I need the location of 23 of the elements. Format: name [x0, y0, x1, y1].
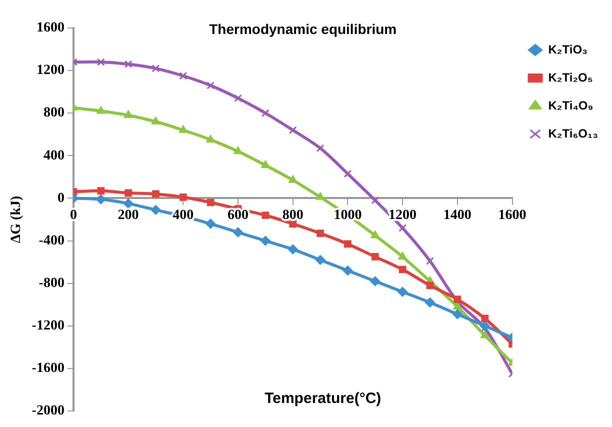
x-tick-label: 600: [228, 208, 249, 223]
y-tick-label: -1600: [32, 361, 64, 376]
legend-label: K₂TiO₃: [548, 42, 588, 56]
chart-title: Thermodynamic equilibrium: [209, 21, 397, 37]
y-tick-label: 0: [57, 190, 64, 206]
x-tick-label: 1400: [443, 208, 472, 223]
x-tick-label: 0: [70, 208, 77, 223]
x-tick-label: 800: [282, 208, 304, 223]
y-tick-label: -1200: [32, 318, 64, 334]
y-tick-label: 400: [43, 148, 64, 164]
y-tick-label: -400: [38, 233, 64, 248]
x-axis-title: Temperature(°C): [264, 390, 382, 407]
legend-label: K₂Ti₄O₉: [548, 98, 594, 112]
x-tick-label: 200: [118, 208, 139, 223]
y-tick-label: -2000: [32, 404, 64, 419]
legend-label: K₂Ti₂O₅: [548, 70, 593, 84]
y-tick-label: 800: [43, 106, 64, 121]
legend-label: K₂Ti₆O₁₃: [548, 126, 598, 140]
y-axis-title: ΔG (kJ): [9, 196, 24, 244]
x-tick-label: 1600: [498, 208, 526, 223]
y-tick-label: -800: [38, 276, 64, 291]
y-tick-label: 1600: [36, 20, 64, 36]
y-tick-label: 1200: [36, 63, 64, 78]
